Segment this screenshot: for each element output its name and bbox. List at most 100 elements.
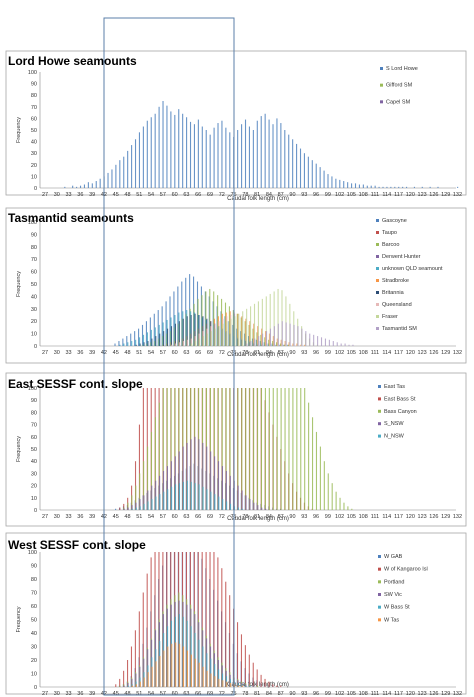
bar bbox=[221, 388, 223, 510]
bar bbox=[182, 446, 184, 510]
bar bbox=[123, 343, 125, 346]
bar bbox=[248, 654, 250, 687]
bar bbox=[131, 685, 134, 687]
x-tick-label: 63 bbox=[183, 192, 189, 198]
bar bbox=[157, 310, 159, 346]
bar bbox=[260, 388, 263, 510]
bar bbox=[130, 333, 132, 346]
y-tick-label: 90 bbox=[31, 398, 37, 404]
bar bbox=[276, 388, 278, 510]
bar bbox=[210, 331, 212, 346]
bar bbox=[155, 480, 157, 510]
bar bbox=[230, 682, 232, 687]
bar bbox=[179, 342, 181, 346]
x-tick-label: 90 bbox=[289, 691, 295, 697]
bar bbox=[127, 502, 129, 510]
legend-swatch bbox=[376, 315, 379, 318]
bar bbox=[273, 326, 275, 346]
bar bbox=[413, 186, 415, 188]
y-tick-label: 30 bbox=[31, 307, 37, 313]
bar bbox=[131, 341, 133, 346]
bar bbox=[238, 313, 240, 346]
bar bbox=[358, 184, 360, 188]
legend-entry: N_NSW bbox=[384, 434, 405, 440]
bar bbox=[300, 388, 302, 510]
bar bbox=[209, 134, 211, 188]
x-tick-label: 87 bbox=[278, 514, 284, 520]
x-tick-label: 120 bbox=[406, 192, 415, 198]
chart-panel-3: East SESSF cont. slope 0 10 20 30 40 50 60 70 80 9… bbox=[5, 372, 467, 527]
bar bbox=[175, 343, 177, 346]
bar bbox=[150, 117, 152, 188]
bar bbox=[319, 167, 321, 188]
bar bbox=[142, 126, 144, 188]
bar bbox=[304, 344, 306, 346]
legend-entry: W Tas bbox=[384, 617, 399, 623]
bar bbox=[260, 674, 262, 687]
bar bbox=[190, 654, 192, 687]
y-tick-label: 40 bbox=[31, 294, 37, 300]
x-tick-label: 114 bbox=[382, 350, 391, 356]
x-tick-label: 84 bbox=[266, 350, 272, 356]
bar bbox=[158, 402, 160, 510]
bar bbox=[182, 113, 184, 188]
y-tick-label: 60 bbox=[31, 435, 37, 441]
bar bbox=[194, 483, 196, 510]
x-tick-label: 93 bbox=[301, 514, 307, 520]
legend-entry: unknown QLD seamount bbox=[382, 266, 443, 272]
bar bbox=[237, 130, 239, 188]
x-tick-label: 36 bbox=[77, 350, 83, 356]
bar bbox=[273, 291, 275, 346]
legend-swatch bbox=[378, 605, 381, 609]
bar bbox=[150, 431, 153, 510]
y-tick-label: 20 bbox=[31, 658, 37, 664]
bar bbox=[174, 456, 176, 510]
bar bbox=[241, 124, 243, 188]
legend-entry: Queensland bbox=[382, 302, 412, 308]
bar bbox=[83, 184, 86, 188]
bar bbox=[178, 451, 180, 510]
y-tick-label: 80 bbox=[31, 93, 37, 99]
bar bbox=[287, 344, 289, 346]
legend: Gascoyne Taupo Barcoo Derwent Hunter unknown… bbox=[376, 218, 443, 332]
x-tick-label: 117 bbox=[394, 691, 403, 697]
x-tick-label: 129 bbox=[441, 192, 450, 198]
x-tick-label: 78 bbox=[242, 192, 248, 198]
bar bbox=[190, 481, 192, 510]
bar bbox=[352, 344, 354, 346]
bar bbox=[222, 680, 224, 687]
x-tick-label: 102 bbox=[335, 514, 344, 520]
bar bbox=[146, 573, 148, 687]
bar bbox=[279, 343, 282, 346]
x-tick-label: 102 bbox=[335, 192, 344, 198]
bar bbox=[159, 333, 161, 346]
y-tick-label: 0 bbox=[34, 344, 37, 350]
x-tick-label: 129 bbox=[441, 350, 450, 356]
bar bbox=[138, 132, 141, 188]
y-tick-label: 80 bbox=[31, 245, 37, 251]
x-tick-label: 123 bbox=[418, 691, 427, 697]
bar bbox=[225, 470, 227, 510]
y-tick-label: 70 bbox=[31, 591, 37, 597]
bar bbox=[147, 446, 149, 510]
bar bbox=[123, 156, 125, 188]
bar bbox=[398, 186, 400, 188]
bar bbox=[182, 646, 185, 687]
bar bbox=[277, 288, 279, 346]
x-tick-label: 57 bbox=[160, 350, 166, 356]
x-tick-label: 117 bbox=[394, 350, 403, 356]
x-tick-label: 66 bbox=[195, 514, 201, 520]
y-tick-label: 90 bbox=[31, 82, 37, 88]
bars bbox=[115, 388, 353, 510]
bar bbox=[296, 388, 298, 510]
legend-swatch bbox=[378, 555, 381, 558]
bar bbox=[119, 685, 121, 687]
x-tick-label: 36 bbox=[77, 514, 83, 520]
y-tick-label: 60 bbox=[31, 604, 37, 610]
bar bbox=[281, 321, 283, 346]
bar bbox=[155, 661, 157, 687]
bar bbox=[143, 503, 145, 510]
bar bbox=[374, 185, 376, 188]
x-tick-label: 126 bbox=[429, 691, 438, 697]
